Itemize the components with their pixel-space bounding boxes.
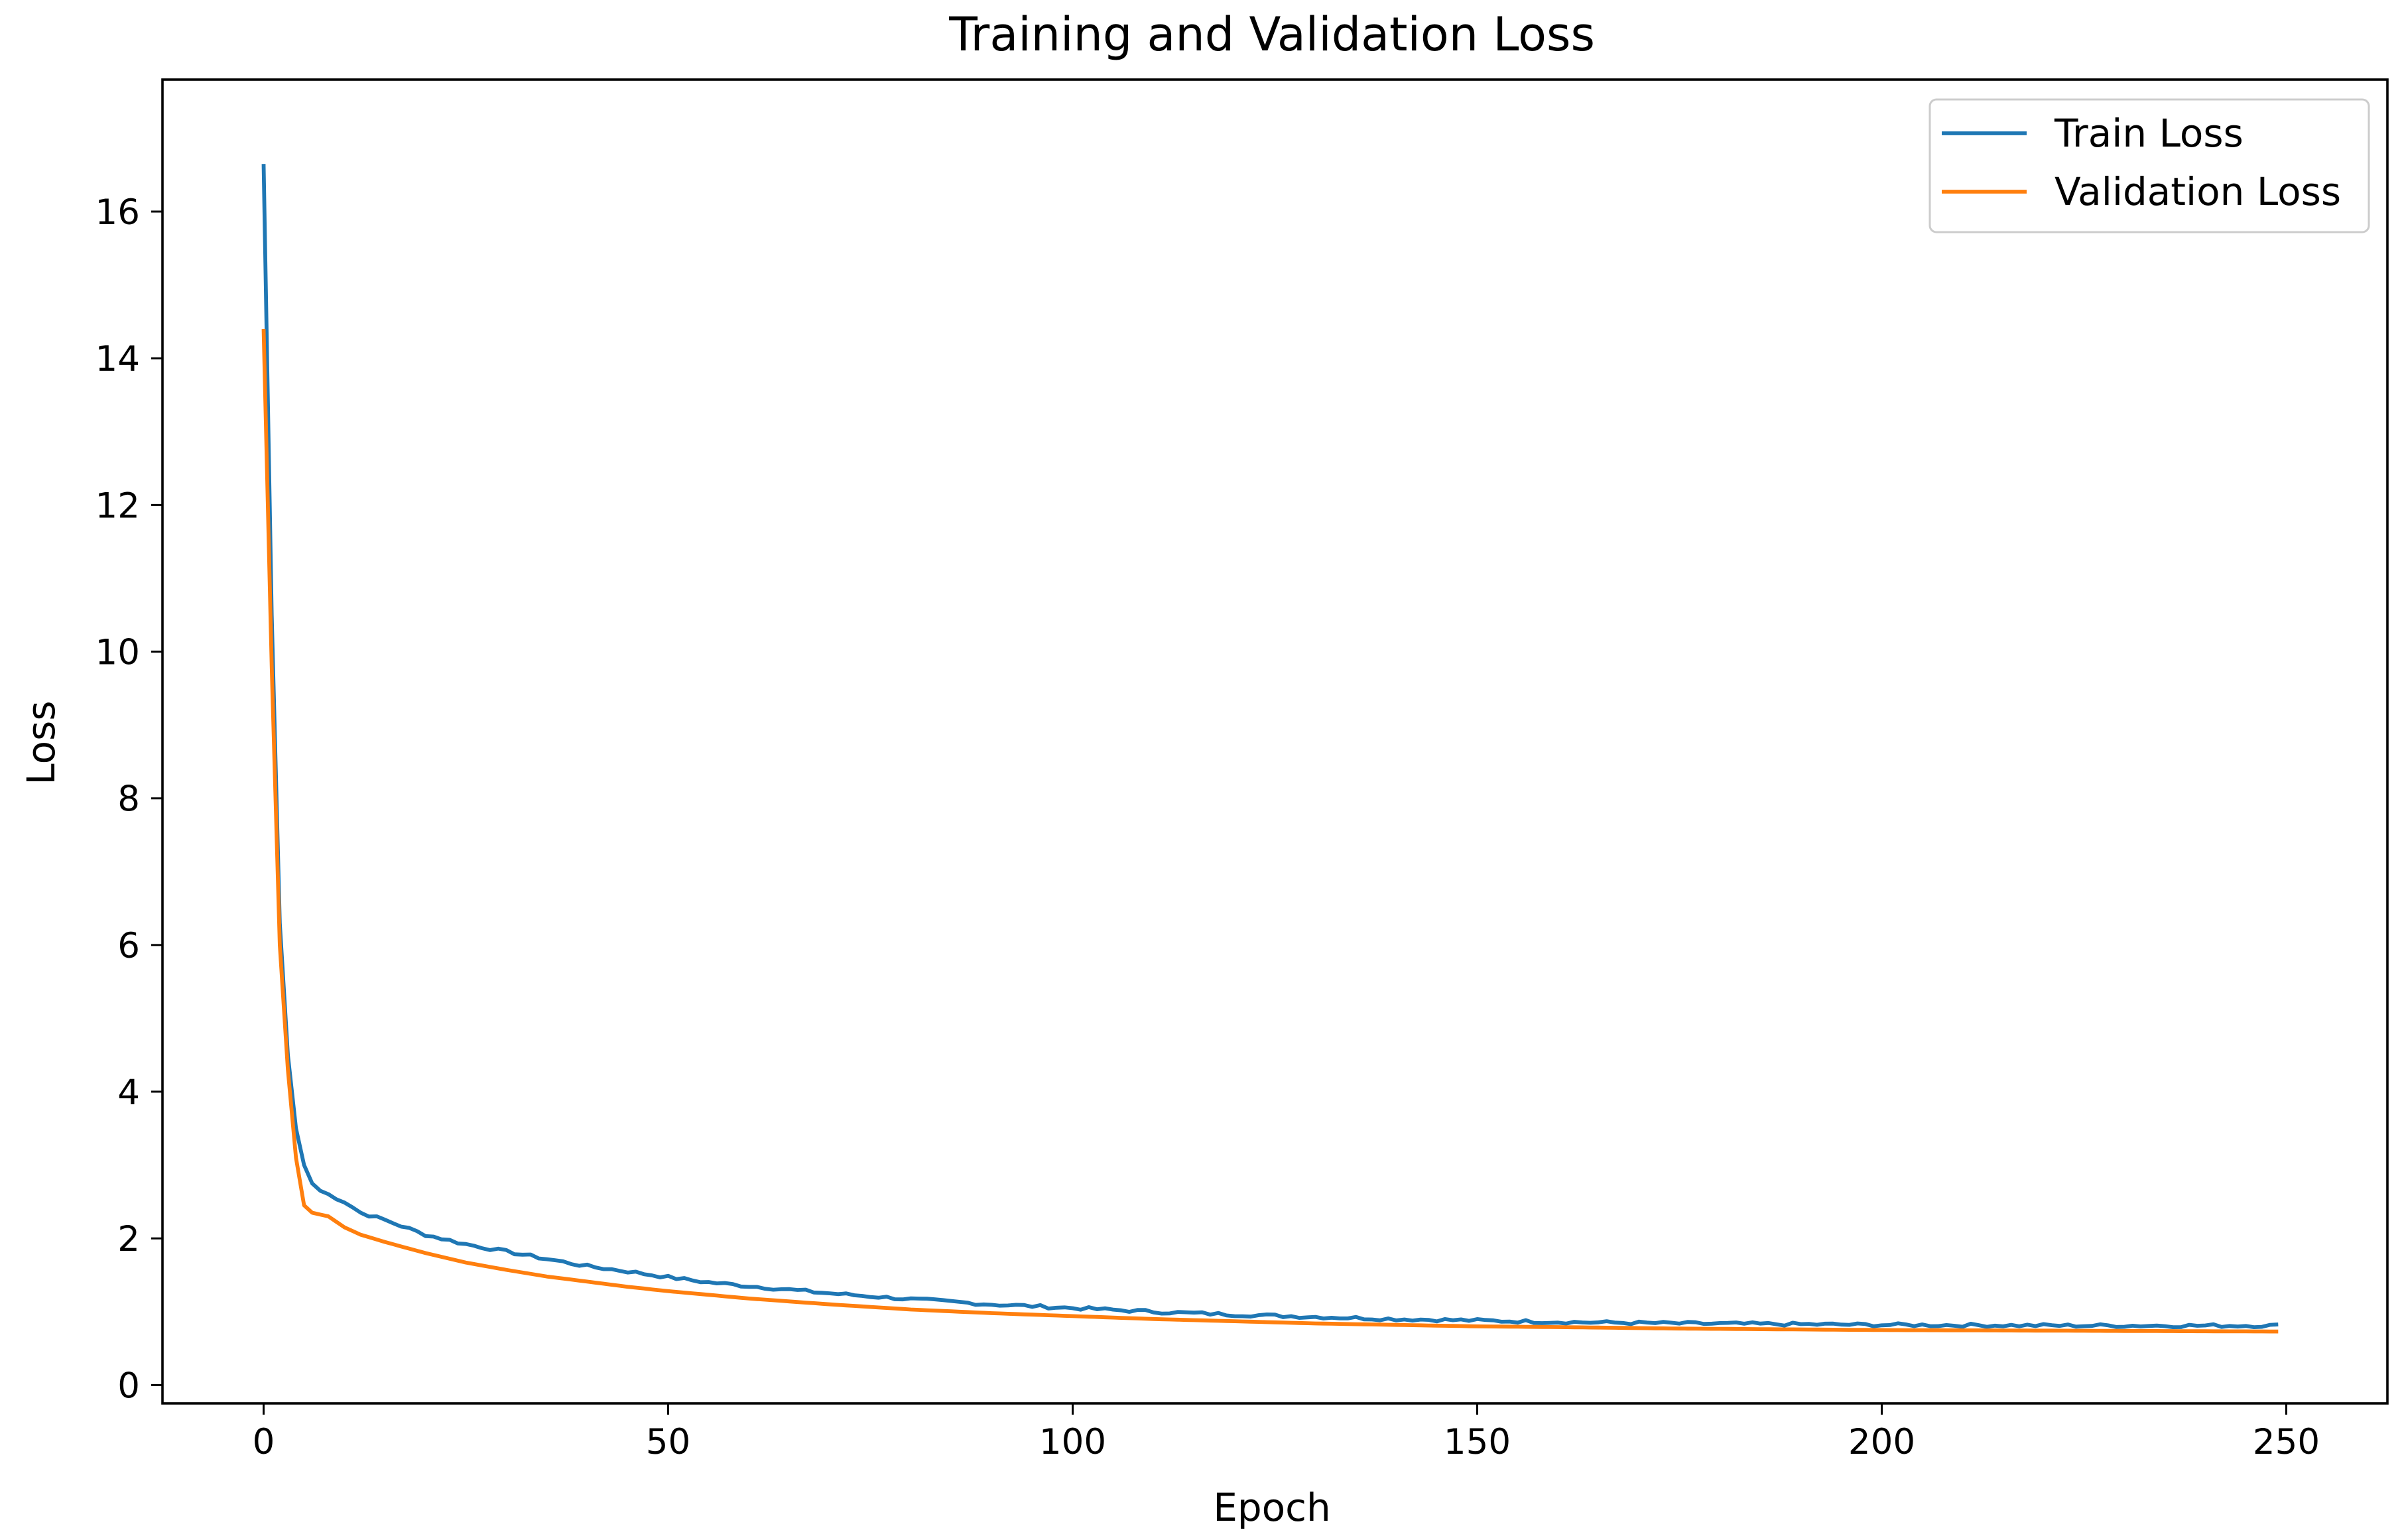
legend-label-validation-loss: Validation Loss: [2054, 169, 2341, 214]
legend-label-train-loss: Train Loss: [2054, 111, 2244, 156]
y-tick-label: 2: [117, 1219, 140, 1259]
series-line-validation-loss: [261, 328, 2279, 1334]
x-tick-label: 150: [1444, 1422, 1511, 1462]
chart-title: Training and Validation Loss: [948, 7, 1595, 62]
y-tick-label: 6: [117, 926, 140, 966]
x-tick-label: 250: [2253, 1422, 2320, 1462]
y-axis-label: Loss: [19, 700, 64, 785]
x-axis-label: Epoch: [1213, 1485, 1331, 1530]
y-tick-label: 0: [117, 1366, 140, 1406]
legend-frame: [1928, 98, 2370, 233]
y-tick-label: 8: [117, 779, 140, 820]
series-line-train-loss: [261, 164, 2279, 1329]
plot-area-frame: [161, 78, 2389, 1405]
y-tick-label: 16: [95, 192, 140, 233]
y-tick-label: 14: [95, 339, 140, 379]
y-tick-label: 10: [95, 633, 140, 673]
y-tick-label: 4: [117, 1072, 140, 1113]
x-tick-label: 50: [646, 1422, 690, 1462]
series-layer: [261, 164, 2279, 1334]
x-axis: 0 50 100 150 200 250: [253, 1403, 2320, 1462]
x-tick-label: 200: [1848, 1422, 1915, 1462]
x-tick-label: 100: [1039, 1422, 1106, 1462]
y-tick-label: 12: [95, 485, 140, 526]
legend: Train Loss Validation Loss: [1928, 98, 2370, 233]
x-tick-label: 0: [253, 1422, 275, 1462]
y-axis: 0 2 4 6 8 10 12 14 16: [95, 192, 162, 1406]
